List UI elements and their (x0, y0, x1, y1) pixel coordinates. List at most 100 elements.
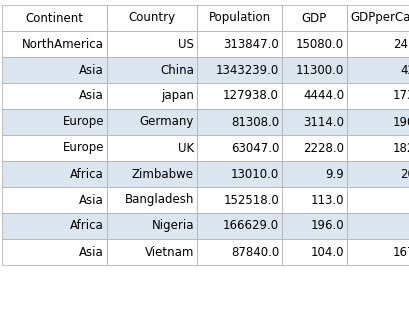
Bar (2, 109, 107, 135)
Bar (196, 31, 281, 57)
Bar (107, 57, 196, 83)
Text: 127938.0: 127938.0 (222, 90, 278, 102)
Bar (196, 187, 281, 213)
Text: 9.9: 9.9 (324, 167, 343, 180)
Text: 20.65: 20.65 (400, 167, 409, 180)
Text: 63047.0: 63047.0 (230, 141, 278, 155)
Bar (107, 5, 196, 31)
Bar (196, 213, 281, 239)
Text: Africa: Africa (70, 167, 104, 180)
Text: Africa: Africa (70, 220, 104, 233)
Text: Asia: Asia (79, 245, 104, 259)
Bar (281, 31, 346, 57)
Text: China: China (160, 63, 193, 76)
Bar (107, 239, 196, 265)
Bar (107, 83, 196, 109)
Bar (281, 5, 346, 31)
Text: US: US (178, 37, 193, 51)
Bar (346, 57, 409, 83)
Bar (107, 109, 196, 135)
Text: 152518.0: 152518.0 (223, 194, 278, 206)
Text: Asia: Asia (79, 63, 104, 76)
Text: Asia: Asia (79, 194, 104, 206)
Bar (196, 109, 281, 135)
Text: Country: Country (128, 12, 175, 25)
Text: japan: japan (161, 90, 193, 102)
Bar (107, 213, 196, 239)
Text: Germany: Germany (139, 116, 193, 129)
Bar (281, 57, 346, 83)
Bar (281, 135, 346, 161)
Bar (346, 213, 409, 239)
Bar (281, 161, 346, 187)
Text: 167.95: 167.95 (392, 245, 409, 259)
Text: 87840.0: 87840.0 (230, 245, 278, 259)
Bar (346, 187, 409, 213)
Text: 113.0: 113.0 (310, 194, 343, 206)
Text: Vietnam: Vietnam (144, 245, 193, 259)
Text: 166629.0: 166629.0 (222, 220, 278, 233)
Text: 11300.0: 11300.0 (295, 63, 343, 76)
Text: Europe: Europe (62, 141, 104, 155)
Bar (346, 109, 409, 135)
Text: 1343239.0: 1343239.0 (215, 63, 278, 76)
Bar (196, 57, 281, 83)
Bar (281, 83, 346, 109)
Bar (2, 187, 107, 213)
Text: NorthAmerica: NorthAmerica (22, 37, 104, 51)
Bar (2, 213, 107, 239)
Bar (281, 109, 346, 135)
Text: 13010.0: 13010.0 (230, 167, 278, 180)
Text: GDPperCapita: GDPperCapita (349, 12, 409, 25)
Bar (2, 5, 107, 31)
Text: GDP: GDP (301, 12, 326, 25)
Bar (196, 239, 281, 265)
Bar (346, 83, 409, 109)
Text: 1905.0: 1905.0 (392, 116, 409, 129)
Bar (196, 83, 281, 109)
Bar (2, 135, 107, 161)
Bar (196, 161, 281, 187)
Text: Zimbabwe: Zimbabwe (132, 167, 193, 180)
Text: 4444.0: 4444.0 (302, 90, 343, 102)
Text: 196.0: 196.0 (310, 220, 343, 233)
Bar (2, 57, 107, 83)
Bar (346, 31, 409, 57)
Text: UK: UK (178, 141, 193, 155)
Text: Europe: Europe (62, 116, 104, 129)
Text: 15080.0: 15080.0 (295, 37, 343, 51)
Text: 104.0: 104.0 (310, 245, 343, 259)
Bar (107, 161, 196, 187)
Bar (281, 187, 346, 213)
Text: 1735.0: 1735.0 (392, 90, 409, 102)
Bar (2, 31, 107, 57)
Bar (107, 31, 196, 57)
Text: 2415.0: 2415.0 (392, 37, 409, 51)
Bar (281, 239, 346, 265)
Bar (196, 5, 281, 31)
Bar (346, 5, 409, 31)
Bar (346, 135, 409, 161)
Text: Asia: Asia (79, 90, 104, 102)
Bar (346, 239, 409, 265)
Text: Nigeria: Nigeria (151, 220, 193, 233)
Bar (2, 239, 107, 265)
Bar (2, 161, 107, 187)
Bar (281, 213, 346, 239)
Text: 3114.0: 3114.0 (302, 116, 343, 129)
Text: Continent: Continent (25, 12, 83, 25)
Text: 81308.0: 81308.0 (230, 116, 278, 129)
Text: Bangladesh: Bangladesh (124, 194, 193, 206)
Bar (346, 161, 409, 187)
Bar (196, 135, 281, 161)
Bar (107, 135, 196, 161)
Text: 89.4: 89.4 (407, 194, 409, 206)
Text: 1825.0: 1825.0 (392, 141, 409, 155)
Bar (2, 83, 107, 109)
Text: 313847.0: 313847.0 (223, 37, 278, 51)
Bar (107, 187, 196, 213)
Text: 36.6: 36.6 (407, 220, 409, 233)
Text: 2228.0: 2228.0 (302, 141, 343, 155)
Text: 420.0: 420.0 (400, 63, 409, 76)
Text: Population: Population (208, 12, 270, 25)
